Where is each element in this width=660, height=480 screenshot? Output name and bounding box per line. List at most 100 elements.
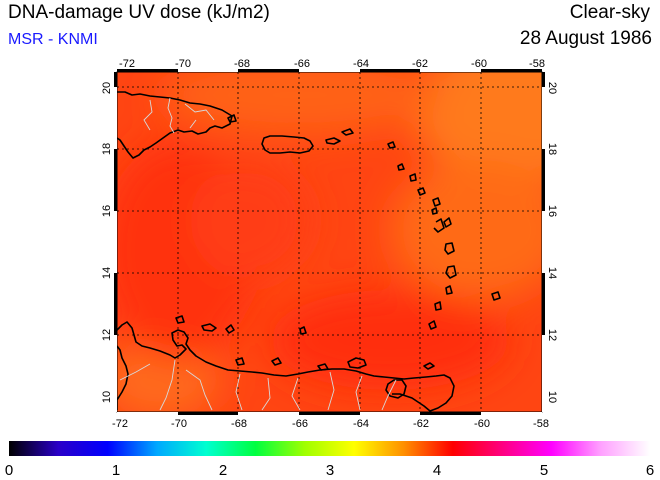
sky-condition-label: Clear-sky xyxy=(569,2,650,23)
coastline-south-america xyxy=(117,321,455,412)
border-venezuela-states xyxy=(235,371,397,411)
frame-segment xyxy=(114,273,117,335)
uv-higher-region xyxy=(390,160,542,300)
lon-tick-top: -68 xyxy=(234,58,250,70)
frame-segment xyxy=(117,69,178,72)
coastline-st-lucia xyxy=(445,285,453,295)
coastline-virgin-islands xyxy=(325,128,354,145)
frame-segment xyxy=(178,69,238,72)
frame-segment xyxy=(420,412,481,415)
country-borders xyxy=(119,97,397,411)
lat-tick-left: 14 xyxy=(101,267,113,279)
coastline-tobago xyxy=(423,362,435,370)
colorbar-label: 1 xyxy=(112,462,120,479)
colorbar-label: 2 xyxy=(219,462,227,479)
frame-segment xyxy=(114,149,117,211)
frame-segment xyxy=(481,412,542,415)
frame-segment xyxy=(542,72,545,87)
lat-tick-left: 20 xyxy=(101,82,113,94)
frame-segment xyxy=(114,72,117,87)
coastline-st-vincent xyxy=(434,301,442,311)
lon-tick-top: -72 xyxy=(119,58,135,70)
map-area xyxy=(117,72,542,412)
lon-tick-top: -60 xyxy=(471,58,487,70)
frame-segment xyxy=(114,211,117,273)
lon-tick-bottom: -60 xyxy=(474,418,490,430)
border-haiti-dr xyxy=(167,97,175,134)
border-colombia-venezuela xyxy=(119,359,213,411)
uv-field-variation xyxy=(117,72,542,412)
uv-lower-region xyxy=(190,160,310,280)
frame-segment xyxy=(542,149,545,211)
latitude-labels-right: 10 12 14 16 18 20 xyxy=(546,82,558,403)
coastline-guadeloupe xyxy=(433,217,452,233)
lon-tick-bottom: -72 xyxy=(112,418,128,430)
lat-tick-right: 12 xyxy=(546,329,558,341)
colorbar-ramp xyxy=(9,441,650,456)
border-hispaniola-provinces xyxy=(143,99,215,131)
lat-tick-left: 16 xyxy=(101,205,113,217)
coastline-anguilla xyxy=(387,141,405,171)
coastline-montserrat-antigua xyxy=(431,197,441,215)
lat-tick-right: 18 xyxy=(546,143,558,155)
coastline-grenada xyxy=(428,320,437,330)
lon-tick-top: -64 xyxy=(353,58,369,70)
uv-higher-region xyxy=(410,72,542,180)
coastline-st-kitts xyxy=(409,173,426,196)
frame-segment xyxy=(238,69,299,72)
colorbar-labels: 0 1 2 3 4 5 6 xyxy=(5,462,654,479)
colorbar-label: 0 xyxy=(5,462,13,479)
uv-lower-region xyxy=(270,290,510,390)
lon-tick-bottom: -68 xyxy=(231,418,247,430)
coastline-hispaniola xyxy=(117,91,233,159)
map-frame xyxy=(114,69,545,415)
coastline-dominica xyxy=(444,242,455,255)
frame-segment xyxy=(360,69,420,72)
colorbar-label: 5 xyxy=(540,462,548,479)
colorbar-label: 4 xyxy=(433,462,441,479)
lat-tick-right: 20 xyxy=(546,82,558,94)
frame-segment xyxy=(117,412,178,415)
frame-segment xyxy=(299,412,360,415)
frame-segment xyxy=(420,69,481,72)
lon-tick-bottom: -70 xyxy=(171,418,187,430)
lon-tick-bottom: -62 xyxy=(413,418,429,430)
lon-tick-top: -62 xyxy=(412,58,428,70)
lon-tick-bottom: -64 xyxy=(353,418,369,430)
coastline-bonaire xyxy=(225,324,235,334)
lon-tick-top: -58 xyxy=(529,58,545,70)
frame-segment xyxy=(360,412,420,415)
coastline-puerto-rico xyxy=(261,135,314,154)
frame-segment xyxy=(178,412,238,415)
frame-segment xyxy=(542,273,545,335)
lat-tick-left: 12 xyxy=(101,329,113,341)
lon-tick-bottom: -66 xyxy=(292,418,308,430)
lat-tick-right: 16 xyxy=(546,205,558,217)
coastlines xyxy=(117,91,501,412)
lat-tick-right: 14 xyxy=(546,267,558,279)
coastline-margarita xyxy=(347,357,367,369)
frame-segment xyxy=(542,335,545,412)
frame-segment xyxy=(299,69,360,72)
data-source-label: MSR - KNMI xyxy=(8,31,98,48)
frame-segment xyxy=(114,335,117,412)
colorbar: 0 1 2 3 4 5 6 xyxy=(5,441,654,479)
lon-tick-top: -66 xyxy=(294,58,310,70)
frame-segment xyxy=(542,87,545,149)
coastline-small-islands xyxy=(227,114,329,371)
frame-segment xyxy=(238,412,299,415)
uv-higher-region xyxy=(160,72,440,135)
map-title: DNA-damage UV dose (kJ/m2) xyxy=(8,2,270,23)
frame-ticks xyxy=(114,69,545,415)
latitude-labels-left: 10 12 14 16 18 20 xyxy=(101,82,113,403)
frame-segment xyxy=(542,211,545,273)
lon-tick-top: -70 xyxy=(175,58,191,70)
frame-segment xyxy=(481,69,542,72)
lon-tick-bottom: -58 xyxy=(533,418,549,430)
lat-tick-left: 10 xyxy=(101,391,113,403)
coastline-curacao xyxy=(201,323,217,332)
graticule xyxy=(117,72,542,412)
coastline-trinidad xyxy=(385,379,407,399)
date-label: 28 August 1986 xyxy=(519,28,652,49)
